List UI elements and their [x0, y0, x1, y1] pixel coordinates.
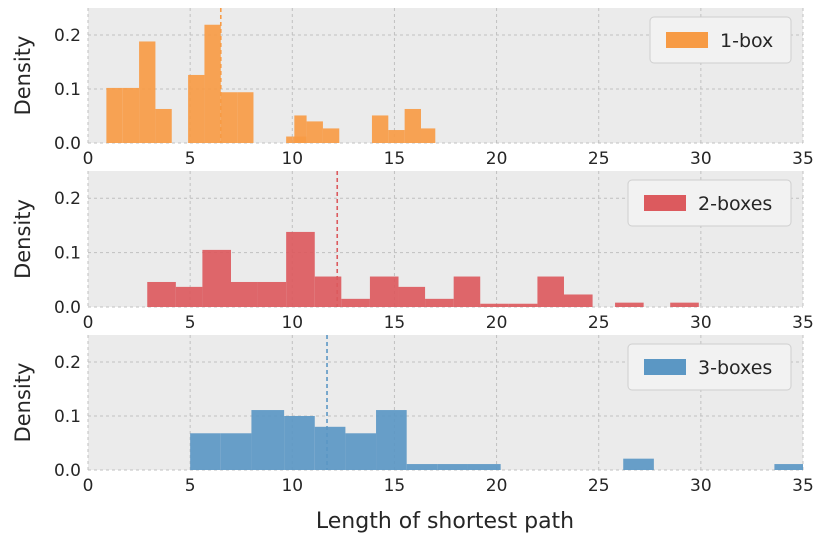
y-tick-label: 0.0: [54, 134, 81, 154]
histogram-bar: [404, 108, 421, 143]
histogram-bar: [437, 464, 468, 470]
x-tick-label: 35: [792, 476, 814, 496]
legend: 2-boxes: [627, 179, 792, 227]
x-tick-label: 25: [588, 476, 610, 496]
x-tick-label: 0: [83, 476, 94, 496]
histogram-bar: [106, 87, 123, 143]
y-tick-label: 0.2: [54, 26, 81, 46]
histogram-bar: [284, 416, 315, 470]
histogram-bar: [670, 302, 699, 307]
x-tick-label: 35: [792, 149, 814, 169]
histogram-bar: [190, 433, 221, 470]
x-axis-label: Length of shortest path: [316, 509, 574, 534]
histogram-bar: [420, 128, 436, 143]
histogram-bar: [322, 128, 340, 143]
y-tick-label: 0.0: [54, 461, 81, 481]
histogram-bar: [563, 294, 593, 307]
y-tick-label: 0.0: [54, 298, 81, 318]
histogram-bar: [155, 108, 172, 143]
histogram-bar: [508, 303, 538, 307]
legend-box: [627, 343, 792, 391]
histogram-bar: [286, 136, 293, 143]
y-tick-label: 0.1: [54, 80, 81, 100]
histogram-bar: [467, 464, 501, 470]
histogram-bar: [294, 115, 307, 143]
legend-box: [627, 179, 792, 227]
x-tick-label: 30: [690, 313, 712, 333]
histogram-bar: [388, 130, 405, 143]
histogram-bar: [188, 74, 205, 143]
x-tick-label: 25: [588, 149, 610, 169]
histogram-bar: [345, 433, 377, 470]
histogram-panel: 0 5 10 15 20 25 30 35 0.0 0.1 0.2 Density 1-box: [11, 8, 814, 169]
histogram-bar: [623, 458, 654, 470]
histogram-panel: 0 5 10 15 20 25 30 35 0.0 0.1 0.2 Density 3-boxes: [11, 335, 814, 496]
histogram-bar: [204, 24, 221, 144]
x-tick-label: 15: [384, 476, 406, 496]
x-tick-label: 20: [486, 149, 508, 169]
x-tick-label: 10: [281, 313, 303, 333]
y-axis-label: Density: [11, 199, 35, 279]
y-axis-label: Density: [11, 36, 35, 116]
histogram-bar: [257, 281, 287, 307]
x-tick-label: 10: [281, 149, 303, 169]
histogram-bar: [371, 115, 389, 143]
histogram-bar: [398, 286, 426, 307]
x-tick-label: 15: [384, 149, 406, 169]
x-tick-label: 20: [486, 313, 508, 333]
histogram-bar: [251, 410, 285, 470]
histogram-bar: [774, 464, 803, 470]
histogram-bar: [220, 433, 252, 470]
histogram-bar: [202, 249, 231, 307]
x-tick-label: 25: [588, 313, 610, 333]
histogram-bar: [376, 410, 407, 470]
x-tick-label: 15: [384, 313, 406, 333]
legend-swatch: [644, 195, 686, 211]
y-tick-label: 0.2: [54, 353, 81, 373]
legend: 3-boxes: [627, 343, 792, 391]
y-tick-label: 0.1: [54, 244, 81, 264]
x-tick-label: 10: [281, 476, 303, 496]
histogram-bar: [453, 276, 481, 307]
x-tick-label: 5: [185, 313, 196, 333]
y-tick-label: 0.2: [54, 189, 81, 209]
histogram-bar: [306, 121, 323, 143]
histogram-bar: [369, 276, 399, 307]
legend-swatch: [644, 359, 686, 375]
histogram-bar: [139, 41, 156, 144]
histogram-panel: 0 5 10 15 20 25 30 35 0.0 0.1 0.2 Density 2-boxes: [11, 171, 814, 333]
histogram-bar: [220, 92, 238, 143]
legend-label: 3-boxes: [698, 357, 772, 379]
x-tick-label: 20: [486, 476, 508, 496]
histogram-bar: [480, 303, 509, 307]
x-tick-label: 35: [792, 313, 814, 333]
histogram-bar: [406, 464, 438, 470]
histogram-bar: [122, 87, 140, 143]
legend-swatch: [666, 32, 708, 48]
legend-box: [649, 16, 792, 64]
legend-label: 2-boxes: [698, 193, 772, 215]
histogram-bar: [425, 298, 454, 307]
x-tick-label: 0: [83, 313, 94, 333]
x-tick-label: 5: [185, 476, 196, 496]
y-tick-label: 0.1: [54, 407, 81, 427]
y-axis-label: Density: [11, 363, 35, 443]
histogram-bar: [615, 302, 644, 307]
x-tick-label: 30: [690, 476, 712, 496]
legend-label: 1-box: [720, 30, 773, 52]
histogram-bar: [175, 286, 203, 307]
x-tick-label: 5: [185, 149, 196, 169]
histogram-bar: [231, 281, 258, 307]
histogram-bar: [147, 281, 176, 307]
x-tick-label: 0: [83, 149, 94, 169]
legend: 1-box: [649, 16, 792, 64]
histogram-bar: [314, 426, 346, 470]
histogram-bar: [237, 92, 254, 143]
histogram-bar: [537, 276, 564, 307]
histogram-bar: [341, 298, 370, 307]
histogram-bar: [286, 231, 315, 307]
x-tick-label: 30: [690, 149, 712, 169]
